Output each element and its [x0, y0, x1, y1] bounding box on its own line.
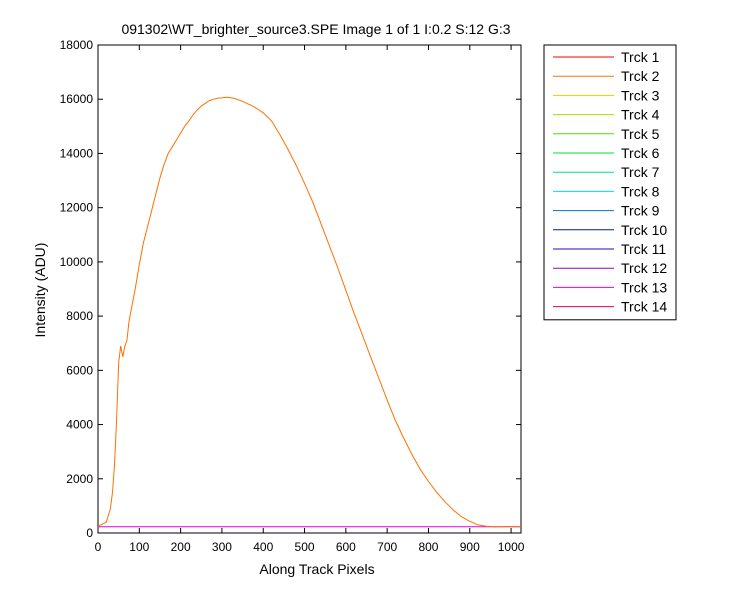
legend-entry: Trck 5 — [553, 126, 660, 142]
x-tick-label: 1000 — [498, 540, 525, 554]
legend-label: Trck 12 — [621, 260, 667, 276]
y-tick-label: 6000 — [66, 363, 93, 377]
legend-entry: Trck 12 — [553, 260, 667, 276]
x-tick-label: 300 — [212, 540, 232, 554]
y-tick-label: 0 — [86, 526, 93, 540]
legend: Trck 1 Trck 2 Trck 3 Trck 4 Trck 5 Trck 6 Trck… — [543, 44, 677, 321]
legend-entry: Trck 3 — [553, 87, 660, 103]
legend-label: Trck 9 — [621, 203, 660, 219]
legend-label: Trck 13 — [621, 279, 667, 295]
legend-entry: Trck 11 — [553, 241, 666, 257]
legend-entry: Trck 14 — [553, 299, 667, 315]
legend-entry: Trck 1 — [553, 49, 660, 65]
legend-label: Trck 4 — [621, 107, 660, 123]
legend-entry: Trck 2 — [553, 68, 660, 84]
y-tick-label: 2000 — [66, 472, 93, 486]
x-tick-label: 800 — [418, 540, 438, 554]
y-tick-label: 4000 — [66, 418, 93, 432]
y-tick-label: 16000 — [60, 92, 94, 106]
legend-label: Trck 2 — [621, 68, 660, 84]
y-tick-label: 14000 — [60, 146, 94, 160]
x-tick-label: 500 — [295, 540, 315, 554]
x-tick-label: 600 — [336, 540, 356, 554]
plot-frame — [97, 44, 522, 534]
legend-label: Trck 11 — [621, 241, 666, 257]
legend-label: Trck 10 — [621, 222, 667, 238]
plot-area: 0 100 200 300 400 500 600 700 800 900 100002000400… — [60, 38, 525, 554]
y-tick-label: 10000 — [60, 255, 94, 269]
legend-entry: Trck 6 — [553, 145, 660, 161]
legend-label: Trck 5 — [621, 126, 660, 142]
y-axis-label: Intensity (ADU) — [32, 243, 48, 338]
legend-label: Trck 3 — [621, 87, 660, 103]
y-tick-label: 8000 — [66, 309, 93, 323]
chart-title: 091302\WT_brighter_source3.SPE Image 1 o… — [121, 21, 510, 37]
legend-entry: Trck 4 — [553, 107, 660, 123]
y-tick-label: 12000 — [60, 201, 94, 215]
legend-entry: Trck 7 — [553, 164, 660, 180]
legend-entry: Trck 10 — [553, 222, 667, 238]
legend-entry: Trck 13 — [553, 279, 667, 295]
x-tick-label: 200 — [171, 540, 191, 554]
legend-entry: Trck 9 — [553, 203, 660, 219]
x-tick-label: 100 — [129, 540, 149, 554]
legend-label: Trck 8 — [621, 183, 660, 199]
legend-label: Trck 1 — [621, 49, 660, 65]
legend-label: Trck 14 — [621, 299, 667, 315]
x-tick-label: 700 — [377, 540, 397, 554]
series-line-trck-2 — [97, 96, 522, 528]
legend-label: Trck 7 — [621, 164, 660, 180]
x-tick-label: 900 — [460, 540, 480, 554]
legend-label: Trck 6 — [621, 145, 660, 161]
x-axis-label: Along Track Pixels — [259, 561, 374, 577]
x-tick-label: 0 — [95, 540, 102, 554]
legend-entry: Trck 8 — [553, 183, 660, 199]
x-tick-label: 400 — [253, 540, 273, 554]
legend-box — [543, 44, 677, 321]
y-tick-label: 18000 — [60, 38, 94, 52]
